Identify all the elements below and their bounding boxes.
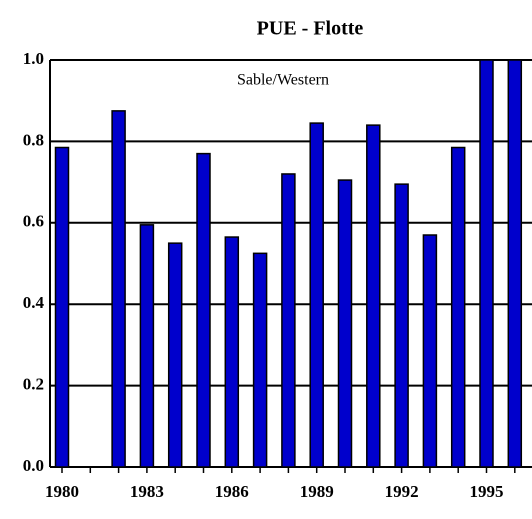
annotation: Sable/Western <box>237 72 329 89</box>
x-tick-label: 1995 <box>470 482 504 501</box>
bar <box>139 224 155 468</box>
x-tick-label: 1980 <box>45 482 79 501</box>
bar <box>422 234 438 468</box>
bar <box>252 252 268 468</box>
bar <box>167 242 183 468</box>
y-tick-label: 1.0 <box>23 49 44 68</box>
bar <box>479 59 494 468</box>
bar <box>507 59 523 468</box>
x-tick-label: 1989 <box>300 482 334 501</box>
bar <box>394 183 409 468</box>
chart-title: PUE - Flotte <box>257 18 364 40</box>
y-tick-label: 0.8 <box>23 130 44 149</box>
x-tick-label: 1983 <box>130 482 164 501</box>
y-tick-label: 0.4 <box>23 293 45 312</box>
bar <box>337 179 353 468</box>
bar <box>54 146 70 468</box>
bar <box>309 122 324 468</box>
bar <box>224 236 240 468</box>
bar <box>111 110 126 468</box>
bar <box>366 124 381 468</box>
x-tick-label: 1986 <box>215 482 249 501</box>
bar <box>281 173 296 468</box>
x-tick-label: 1992 <box>385 482 419 501</box>
bar <box>450 146 466 468</box>
y-tick-label: 0.6 <box>23 212 44 231</box>
y-tick-label: 0.0 <box>23 456 44 475</box>
y-tick-label: 0.2 <box>23 375 44 394</box>
bar <box>196 152 211 468</box>
